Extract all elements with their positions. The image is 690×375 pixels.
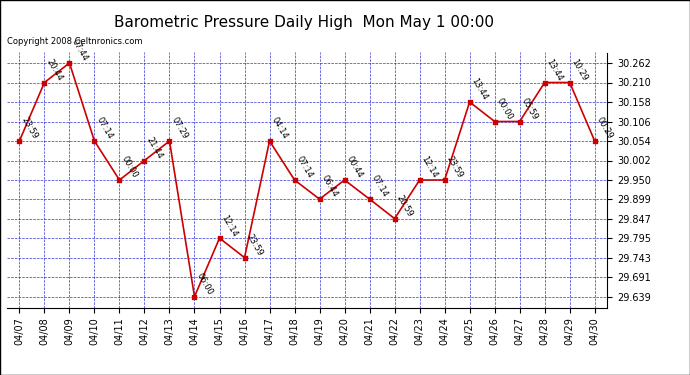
Point	[289, 177, 300, 183]
Text: 00:44: 00:44	[344, 155, 364, 180]
Text: 21:44: 21:44	[144, 135, 164, 160]
Point	[39, 80, 50, 86]
Point	[14, 138, 25, 144]
Point	[439, 177, 450, 183]
Point	[264, 138, 275, 144]
Point	[539, 80, 550, 86]
Point	[389, 216, 400, 222]
Text: 10:29: 10:29	[570, 57, 589, 82]
Point	[139, 158, 150, 164]
Text: 00:00: 00:00	[495, 96, 514, 122]
Point	[89, 138, 100, 144]
Point	[489, 118, 500, 124]
Text: 07:14: 07:14	[295, 155, 314, 180]
Text: 12:14: 12:14	[219, 213, 239, 238]
Text: Copyright 2008 Celtnronics.com: Copyright 2008 Celtnronics.com	[7, 38, 142, 46]
Point	[414, 177, 425, 183]
Point	[339, 177, 350, 183]
Text: 07:14: 07:14	[370, 174, 389, 199]
Text: 07:29: 07:29	[170, 116, 189, 141]
Text: 06:44: 06:44	[319, 174, 339, 199]
Point	[64, 60, 75, 66]
Point	[114, 177, 125, 183]
Point	[214, 235, 225, 241]
Text: 05:59: 05:59	[520, 96, 540, 122]
Text: 07:44: 07:44	[70, 38, 89, 63]
Text: 12:14: 12:14	[420, 155, 440, 180]
Text: 06:00: 06:00	[195, 272, 214, 297]
Text: 04:14: 04:14	[270, 116, 289, 141]
Point	[464, 99, 475, 105]
Point	[189, 294, 200, 300]
Point	[589, 138, 600, 144]
Text: 00:29: 00:29	[595, 116, 614, 141]
Text: 23:59: 23:59	[444, 155, 464, 180]
Point	[364, 196, 375, 202]
Text: 20:59: 20:59	[395, 194, 414, 219]
Point	[314, 196, 325, 202]
Point	[564, 80, 575, 86]
Point	[164, 138, 175, 144]
Text: 23:59: 23:59	[19, 116, 39, 141]
Text: 07:14: 07:14	[95, 116, 114, 141]
Point	[514, 118, 525, 124]
Text: 13:44: 13:44	[470, 77, 489, 102]
Point	[239, 255, 250, 261]
Text: 13:44: 13:44	[544, 57, 564, 82]
Text: 00:00: 00:00	[119, 155, 139, 180]
Text: 23:59: 23:59	[244, 232, 264, 258]
Text: Barometric Pressure Daily High  Mon May 1 00:00: Barometric Pressure Daily High Mon May 1…	[114, 15, 493, 30]
Text: 20:44: 20:44	[44, 57, 64, 82]
